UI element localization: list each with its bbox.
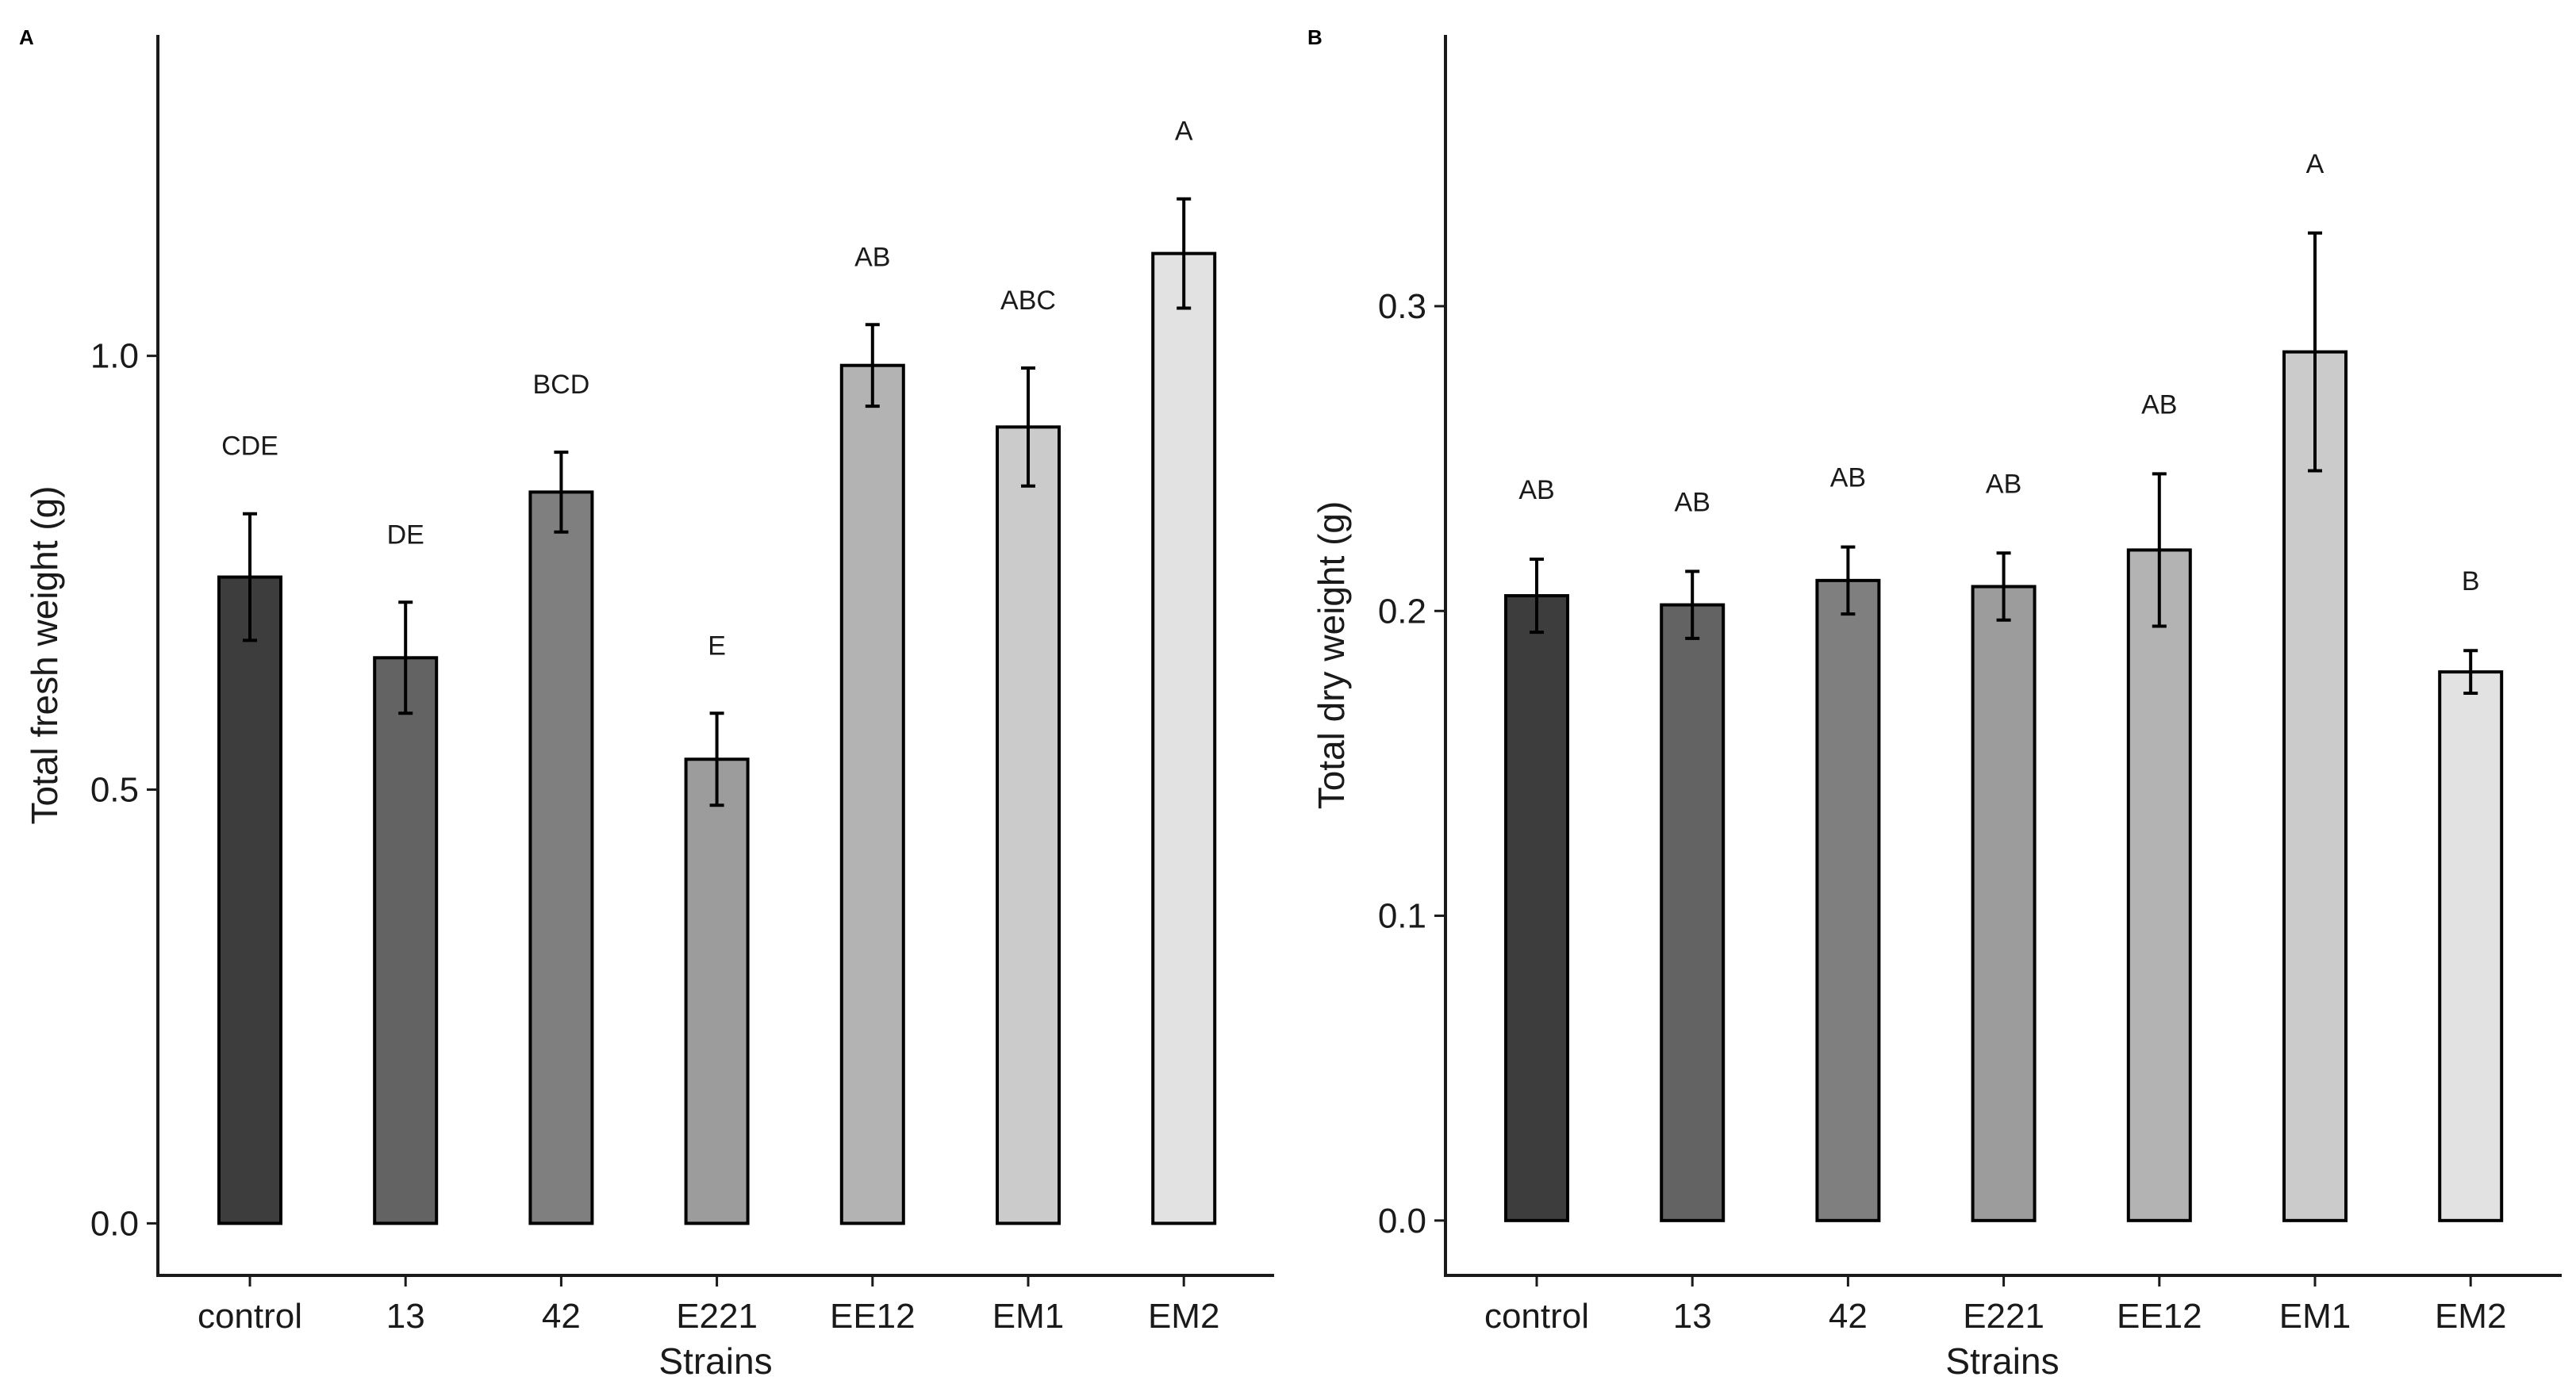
panel-a-error-bar-em2 <box>1177 197 1192 310</box>
panel-a-bar-control <box>217 575 282 1225</box>
panel-b-error-bar-ee12 <box>2152 472 2167 628</box>
panel-a-x-tick-label: EM2 <box>1148 1297 1219 1336</box>
panel-a-significance-letters: CDE DE BCD E AB ABC A <box>221 117 1193 661</box>
panel-b-error-bar-control <box>1530 557 1544 635</box>
panel-a-significance-letter: A <box>1175 117 1193 147</box>
panel-b-error-bar-13 <box>1685 569 1700 640</box>
panel-b-bar-13 <box>1660 603 1726 1222</box>
panel-b-bar-em2 <box>2438 670 2504 1222</box>
panel-a-x-tick-label: control <box>198 1297 302 1336</box>
panel-a-significance-letter: DE <box>387 520 424 550</box>
panel-a-significance-letter: E <box>708 631 726 661</box>
panel-b-bar-ee12 <box>2126 548 2192 1222</box>
panel-b-x-tick-label: E221 <box>1963 1297 2044 1336</box>
panel-a-error-bar-em1 <box>1021 366 1035 488</box>
panel-b-x-axis-title: Strains <box>1945 1340 2059 1382</box>
panel-b-y-axis-title: Total dry weight (g) <box>1311 501 1352 810</box>
panel-b-error-bar-42 <box>1841 545 1856 616</box>
panel-b-x-tick-label: EM2 <box>2435 1297 2506 1336</box>
panel-a-x-ticks: control 13 42 E221 EE12 EM1 EM2 <box>198 1275 1219 1336</box>
panel-b-significance-letter: AB <box>1830 463 1866 493</box>
panel-b-bar-control <box>1504 594 1569 1222</box>
panel-a-y-tick-label: 1.0 <box>90 337 139 376</box>
panel-a-significance-letter: ABC <box>1000 286 1056 316</box>
panel-b-x-tick-label: 13 <box>1673 1297 1712 1336</box>
panel-a-error-bar-e221 <box>709 711 724 807</box>
panel-b-x-tick-label: EM1 <box>2279 1297 2351 1336</box>
panel-a-y-tick-label: 0.0 <box>90 1204 139 1243</box>
panel-b-significance-letter: AB <box>1675 487 1710 517</box>
panel-b-x-tick-label: control <box>1484 1297 1589 1336</box>
panel-b-label: B <box>1307 25 1323 49</box>
panel-b-significance-letter: AB <box>1518 475 1554 505</box>
panel-a-label: A <box>19 25 34 49</box>
panel-a-y-tick-label: 0.5 <box>90 771 139 810</box>
panel-a-significance-letter: BCD <box>533 370 590 400</box>
panel-a-y-axis-title: Total fresh weight (g) <box>24 486 65 825</box>
panel-a-bar-13 <box>373 656 439 1225</box>
panel-b-bar-42 <box>1815 578 1881 1222</box>
panel-b-error-bars <box>1530 231 2478 696</box>
panel-b-significance-letter: B <box>2462 566 2480 596</box>
panel-a-bar-e221 <box>684 757 750 1225</box>
panel-a-bar-em2 <box>1151 251 1217 1225</box>
panel-b-bars <box>1504 350 2504 1222</box>
panel-b-error-bar-em1 <box>2308 231 2322 473</box>
panel-a-x-tick-label: EE12 <box>830 1297 916 1336</box>
panel-a-error-bar-ee12 <box>865 323 880 408</box>
panel-b-error-bar-em2 <box>2463 649 2478 696</box>
panel-b-error-bar-e221 <box>1996 551 2011 622</box>
panel-a-fresh-weight: A CDE DE BCD E AB ABC A 0.0 0.5 1.0 control 13 42 E… <box>19 25 1274 1382</box>
panel-b-y-tick-label: 0.2 <box>1378 592 1426 631</box>
panel-a-error-bar-42 <box>554 451 569 534</box>
panel-a-bar-em1 <box>996 425 1061 1225</box>
panel-b-x-tick-label: 42 <box>1829 1297 1868 1336</box>
panel-b-y-tick-label: 0.3 <box>1378 287 1426 326</box>
panel-a-x-axis-title: Strains <box>658 1340 772 1382</box>
panel-b-y-tick-label: 0.1 <box>1378 897 1426 936</box>
panel-a-y-ticks: 0.0 0.5 1.0 <box>90 337 158 1243</box>
panel-a-error-bars <box>243 197 1192 807</box>
panel-b-bar-em1 <box>2282 350 2348 1222</box>
panel-a-bar-42 <box>528 490 594 1225</box>
panel-b-significance-letter: AB <box>1986 469 2021 499</box>
panel-b-significance-letter: A <box>2306 149 2325 179</box>
panel-a-significance-letter: AB <box>854 242 890 272</box>
panel-b-significance-letter: AB <box>2141 389 2177 420</box>
panel-a-bar-ee12 <box>839 363 905 1225</box>
panel-a-error-bar-13 <box>398 600 413 715</box>
panel-a-x-tick-label: E221 <box>676 1297 758 1336</box>
panel-a-error-bar-control <box>243 512 257 642</box>
panel-b-x-tick-label: EE12 <box>2117 1297 2202 1336</box>
panel-b-y-ticks: 0.0 0.1 0.2 0.3 <box>1378 287 1445 1241</box>
panel-b-bar-e221 <box>1971 585 2037 1222</box>
panel-a-significance-letter: CDE <box>221 431 278 462</box>
panel-a-x-tick-label: EM1 <box>992 1297 1064 1336</box>
panel-b-y-tick-label: 0.0 <box>1378 1202 1426 1241</box>
panel-b-axes <box>1444 35 2562 1277</box>
panel-a-axes <box>156 35 1274 1277</box>
panel-a-x-tick-label: 13 <box>386 1297 425 1336</box>
panel-a-x-tick-label: 42 <box>542 1297 581 1336</box>
panel-b-x-ticks: control 13 42 E221 EE12 EM1 EM2 <box>1484 1275 2506 1336</box>
